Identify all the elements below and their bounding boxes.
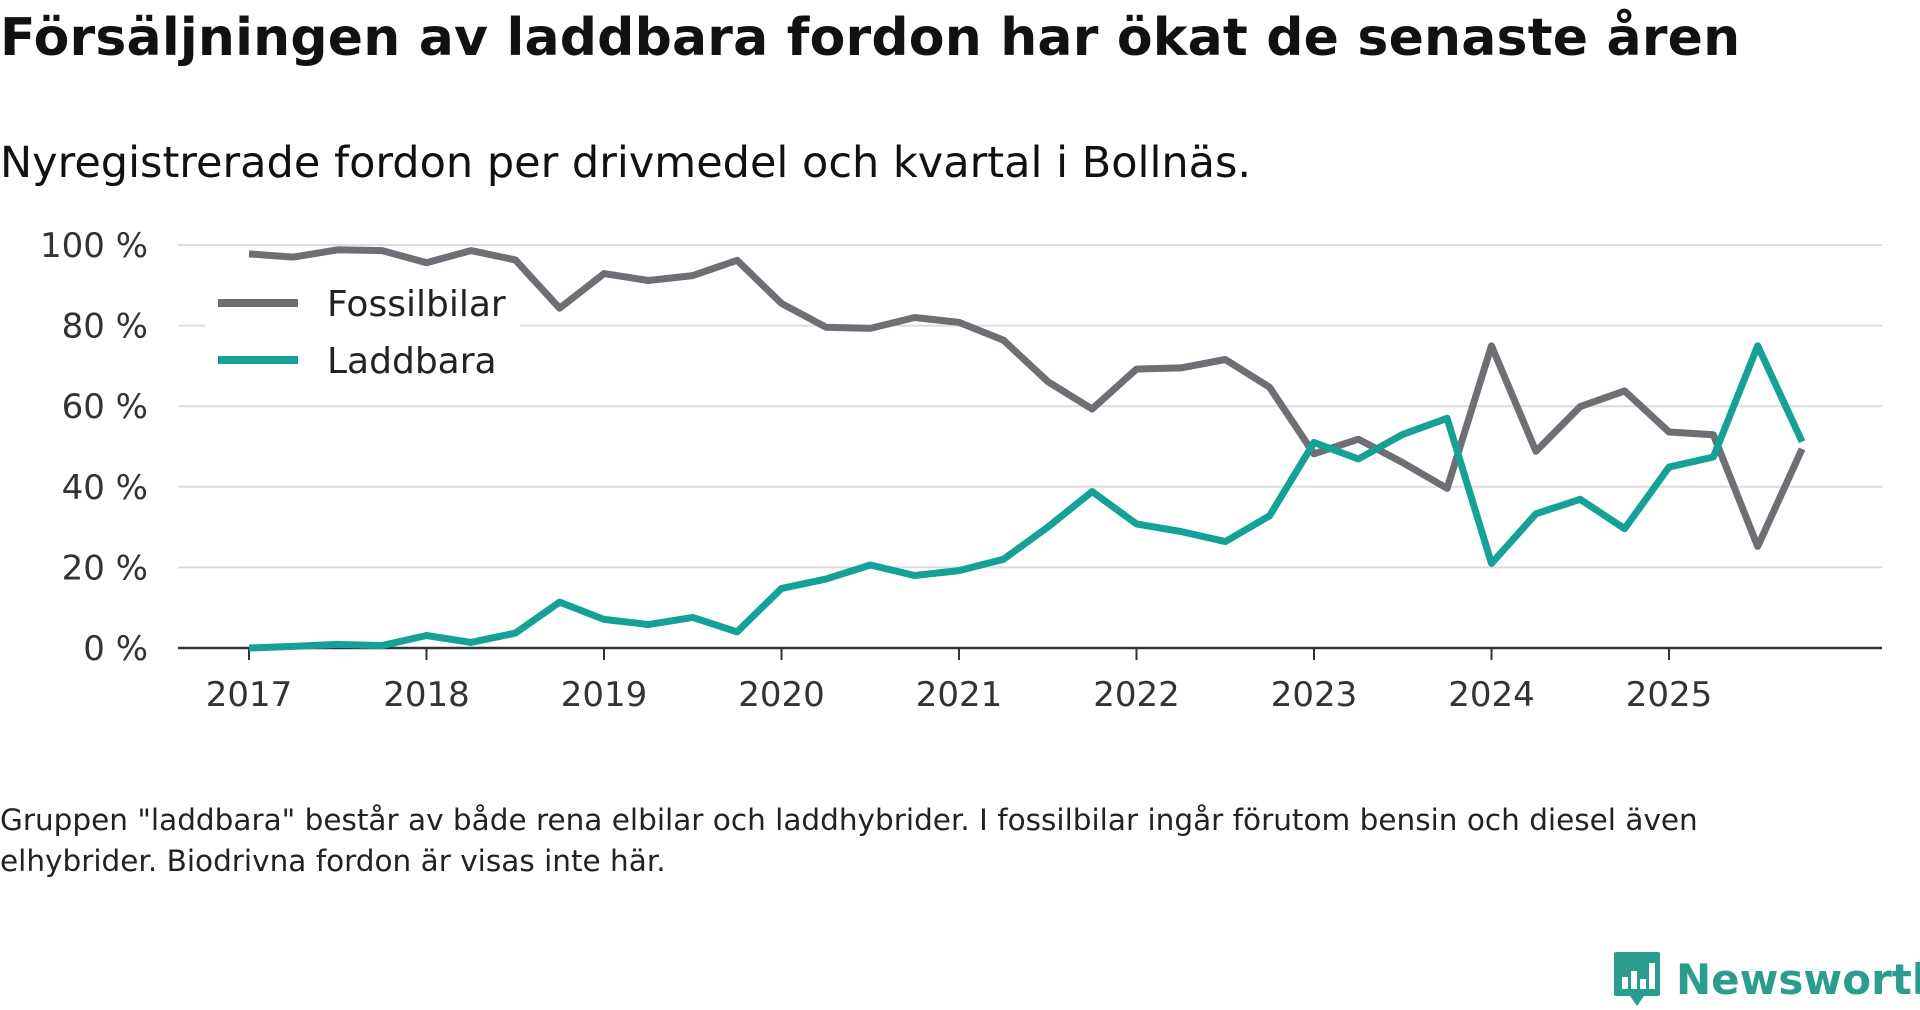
y-tick-label: 40 % (62, 468, 148, 508)
legend-label: Fossilbilar (327, 284, 506, 325)
series-lines (248, 246, 1806, 652)
chart-subtitle: Nyregistrerade fordon per drivmedel och … (0, 138, 1252, 188)
x-tick-label: 2024 (1448, 675, 1535, 715)
legend-label: Laddbara (327, 341, 497, 382)
line-chart: 0 % 20 % 40 % 60 % 80 % 100 % 2017 2018 2019 2020… (40, 226, 1882, 715)
x-tick-label: 2017 (206, 675, 293, 715)
legend-background (205, 272, 520, 390)
footnote: Gruppen "laddbara" består av både rena e… (0, 803, 1698, 878)
x-tick-label: 2021 (916, 675, 1003, 715)
legend: Fossilbilar Laddbara (205, 272, 520, 390)
newsworthy-logo-icon (1614, 952, 1660, 1006)
x-tick-label: 2019 (561, 675, 648, 715)
axes: 0 % 20 % 40 % 60 % 80 % 100 % 2017 2018 2019 2020… (40, 226, 1882, 715)
x-tick-label: 2022 (1093, 675, 1180, 715)
y-tick-label: 80 % (62, 307, 148, 347)
x-tick-label: 2023 (1271, 675, 1358, 715)
series-line-fossilbilar (248, 246, 1806, 550)
y-tick-label: 20 % (62, 548, 148, 588)
y-tick-label: 0 % (83, 629, 148, 669)
newsworthy-logo-text: Newsworthy (1676, 954, 1920, 1004)
y-tick-label: 60 % (62, 387, 148, 427)
y-tick-label: 100 % (40, 226, 148, 266)
x-tick-label: 2018 (383, 675, 470, 715)
series-line-laddbara (248, 342, 1806, 652)
newsworthy-logo[interactable]: Newsworthy (1612, 950, 1920, 1008)
x-tick-label: 2025 (1626, 675, 1713, 715)
chart-title: Försäljningen av laddbara fordon har öka… (0, 8, 1741, 68)
x-tick-label: 2020 (738, 675, 825, 715)
